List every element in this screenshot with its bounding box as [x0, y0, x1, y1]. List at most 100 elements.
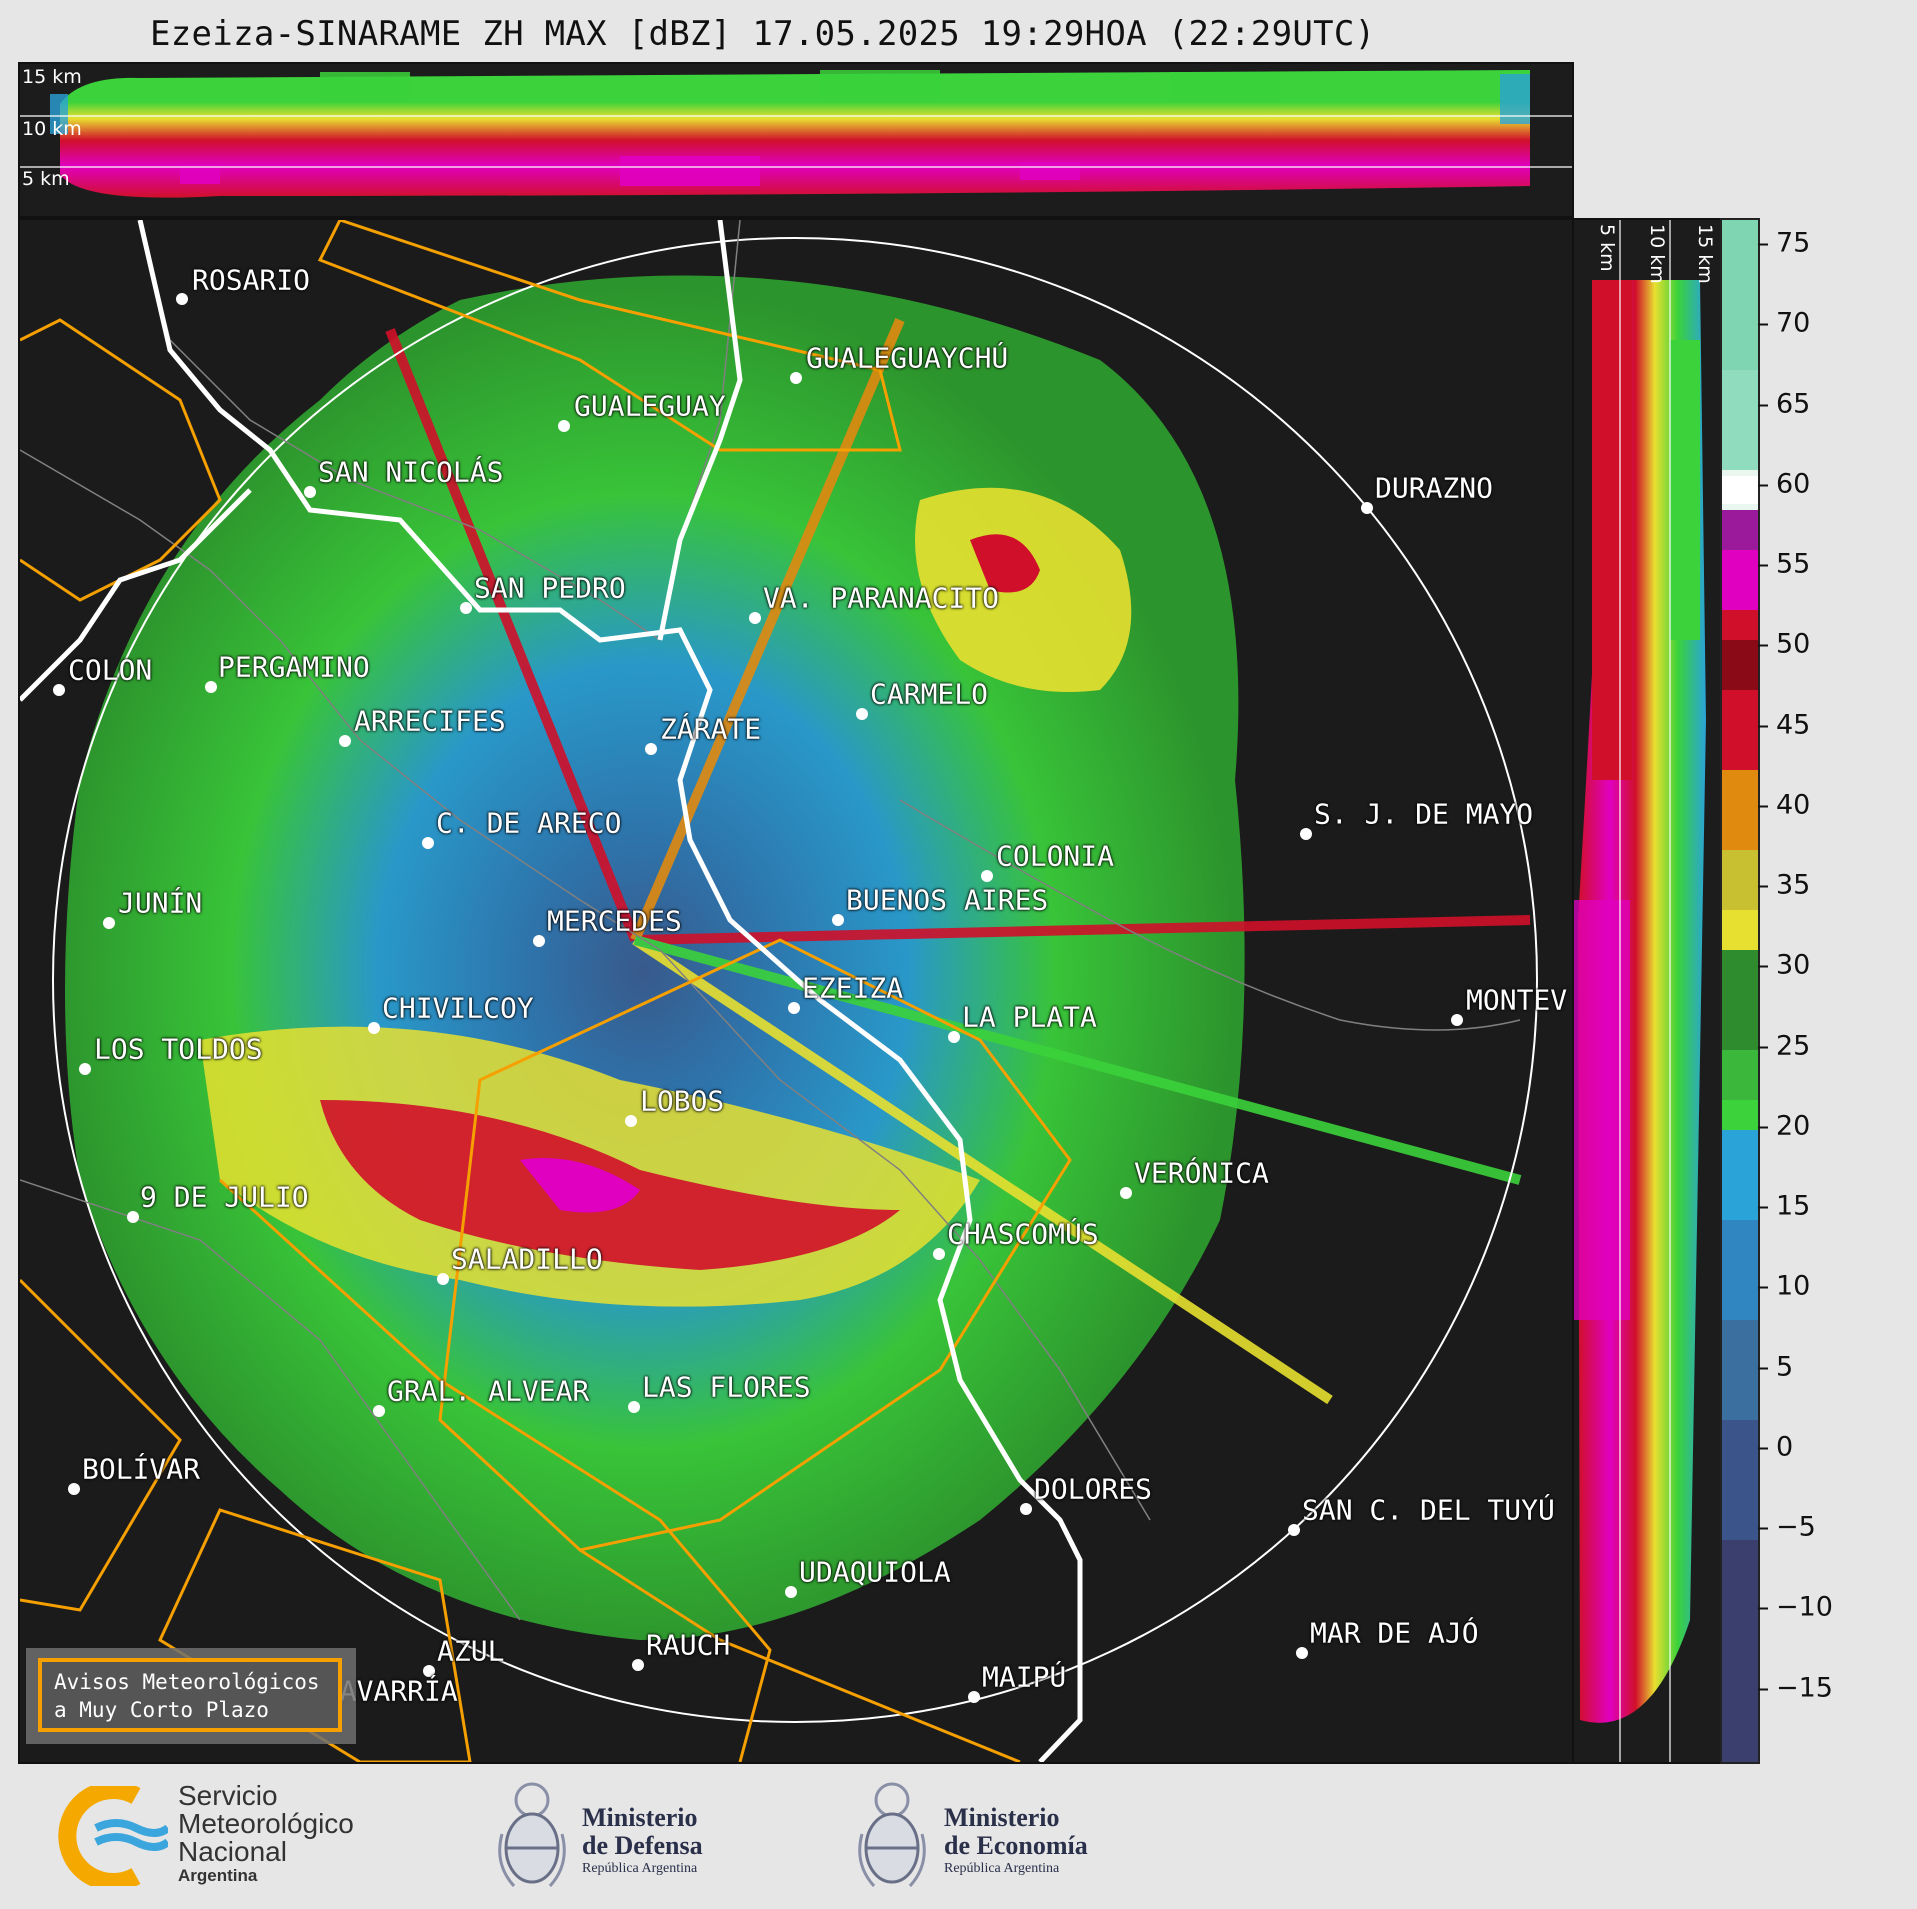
colorbar-tick: 25: [1758, 1031, 1810, 1062]
city-label-ezeiza: EZEIZA: [802, 971, 904, 1005]
city-dot-la-plata: [948, 1031, 960, 1043]
city-label-chascomus: CHASCOMÚS: [947, 1217, 1099, 1251]
city-label-pergamino: PERGAMINO: [218, 650, 370, 684]
city-dot-colon: [53, 684, 65, 696]
city-label-maipu: MAIPÚ: [982, 1660, 1067, 1694]
city-dot-veronica: [1120, 1187, 1132, 1199]
city-label-los-toldos: LOS TOLDOS: [94, 1032, 263, 1066]
smn-logo-icon: [58, 1786, 168, 1886]
city-label-chivilcoy: CHIVILCOY: [382, 991, 534, 1025]
city-dot-va-paranacito: [749, 612, 761, 624]
city-dot-9-de-julio: [127, 1211, 139, 1223]
height-label-5km: 5 km: [22, 168, 70, 190]
city-dot-gualeguaychu: [790, 372, 802, 384]
city-label-durazno: DURAZNO: [1375, 471, 1494, 505]
height-label-10km-right: 10 km: [1646, 224, 1668, 284]
height-label-5km-right: 5 km: [1596, 224, 1618, 272]
city-label-bolivar: BOLÍVAR: [82, 1452, 201, 1486]
city-dot-zarate: [645, 743, 657, 755]
city-dot-lobos: [625, 1115, 637, 1127]
aviso-link[interactable]: Avisos Meteorológicos a Muy Corto Plazo: [38, 1658, 342, 1732]
city-label-colon: COLON: [68, 653, 153, 687]
city-dot-saladillo: [437, 1273, 449, 1285]
city-dot-mar-de-ajo: [1296, 1647, 1308, 1659]
top-cross-section: 15 km 10 km 5 km: [18, 62, 1574, 218]
colorbar-tick: −10: [1758, 1592, 1833, 1623]
city-label-colonia: COLONIA: [996, 839, 1115, 873]
colorbar: [1720, 218, 1760, 1764]
radar-map: ROSARIO GUALEGUAYCHÚ GUALEGUAY SAN NICOL…: [18, 218, 1574, 1764]
colorbar-tick: 40: [1758, 790, 1810, 821]
colorbar-tick: 70: [1758, 308, 1810, 339]
colorbar-tick: 15: [1758, 1191, 1810, 1222]
city-dot-junin: [103, 917, 115, 929]
city-label-s-j-de-mayo: S. J. DE MAYO: [1314, 797, 1534, 831]
city-label-montevideo: MONTEV: [1466, 983, 1568, 1017]
city-label-lobos: LOBOS: [640, 1084, 725, 1118]
city-dot-durazno: [1361, 502, 1373, 514]
aviso-line-1: Avisos Meteorológicos: [54, 1670, 320, 1694]
colorbar-tick: 30: [1758, 950, 1810, 981]
smn-name-line-2: Meteorológico: [178, 1808, 354, 1839]
city-dot-san-pedro: [460, 602, 472, 614]
city-dot-mercedes: [533, 935, 545, 947]
city-label-san-c-del-tuyu: SAN C. DEL TUYÚ: [1302, 1493, 1555, 1527]
height-label-15km-right: 15 km: [1694, 224, 1716, 284]
logos-footer: Servicio Meteorológico Nacional Argentin…: [0, 1762, 1917, 1909]
colorbar-tick: 65: [1758, 389, 1810, 420]
colorbar-tick: 10: [1758, 1271, 1810, 1302]
city-label-la-plata: LA PLATA: [962, 1000, 1097, 1034]
city-label-carmelo: CARMELO: [870, 677, 989, 711]
city-label-san-nicolas: SAN NICOLÁS: [318, 455, 504, 489]
city-label-azul: AZUL: [437, 1634, 505, 1668]
city-dot-chascomus: [933, 1248, 945, 1260]
city-dot-san-nicolas: [304, 486, 316, 498]
defensa-line-3: República Argentina: [582, 1861, 698, 1876]
city-label-san-pedro: SAN PEDRO: [474, 571, 626, 605]
city-dot-montevideo: [1451, 1014, 1463, 1026]
city-label-dolores: DOLORES: [1034, 1472, 1153, 1506]
city-dot-colonia: [981, 870, 993, 882]
height-label-10km: 10 km: [22, 118, 82, 140]
coat-of-arms-economia-icon: [858, 1782, 926, 1888]
colorbar-tick: 20: [1758, 1111, 1810, 1142]
smn-name-line-4: Argentina: [178, 1866, 258, 1885]
colorbar-tick: 0: [1758, 1432, 1793, 1463]
city-dot-chivilcoy: [368, 1022, 380, 1034]
colorbar-ticks: 75 70 65 60 55 50 45 40 35 30 25 20 15 1…: [1758, 218, 1878, 1764]
city-label-saladillo: SALADILLO: [451, 1242, 603, 1276]
economia-line-3: República Argentina: [944, 1861, 1060, 1876]
city-label-gral-alvear: GRAL. ALVEAR: [387, 1374, 590, 1408]
height-label-15km: 15 km: [22, 66, 82, 88]
economia-line-2: de Economía: [944, 1831, 1088, 1860]
city-dot-c-de-areco: [422, 837, 434, 849]
city-dot-arrecifes: [339, 735, 351, 747]
defensa-line-1: Ministerio: [582, 1803, 698, 1832]
city-label-mar-de-ajo: MAR DE AJÓ: [1310, 1616, 1479, 1650]
city-label-arrecifes: ARRECIFES: [354, 704, 506, 738]
city-label-veronica: VERÓNICA: [1134, 1156, 1269, 1190]
city-dot-rauch: [632, 1659, 644, 1671]
city-dot-san-c-del-tuyu: [1288, 1524, 1300, 1536]
page-title: Ezeiza-SINARAME ZH MAX [dBZ] 17.05.2025 …: [150, 14, 1376, 54]
city-label-va-paranacito: VA. PARANACITO: [763, 581, 1000, 615]
colorbar-tick: 35: [1758, 870, 1810, 901]
city-label-buenos-aires: BUENOS AIRES: [846, 883, 1049, 917]
city-label-9-de-julio: 9 DE JULIO: [140, 1180, 309, 1214]
city-dot-s-j-de-mayo: [1300, 828, 1312, 840]
city-label-c-de-areco: C. DE ARECO: [436, 806, 622, 840]
city-dot-bolivar: [68, 1483, 80, 1495]
smn-name-line-3: Nacional: [178, 1836, 287, 1867]
city-dot-buenos-aires: [832, 914, 844, 926]
colorbar-tick: 75: [1758, 228, 1810, 259]
colorbar-tick: −5: [1758, 1512, 1816, 1543]
city-dot-gral-alvear: [373, 1405, 385, 1417]
city-label-gualeguay: GUALEGUAY: [574, 389, 726, 423]
city-label-junin: JUNÍN: [118, 886, 203, 920]
aviso-line-2: a Muy Corto Plazo: [54, 1698, 269, 1722]
city-dot-carmelo: [856, 708, 868, 720]
colorbar-tick: 45: [1758, 710, 1810, 741]
city-dot-dolores: [1020, 1503, 1032, 1515]
city-dot-maipu: [968, 1691, 980, 1703]
city-label-rauch: RAUCH: [646, 1628, 731, 1662]
